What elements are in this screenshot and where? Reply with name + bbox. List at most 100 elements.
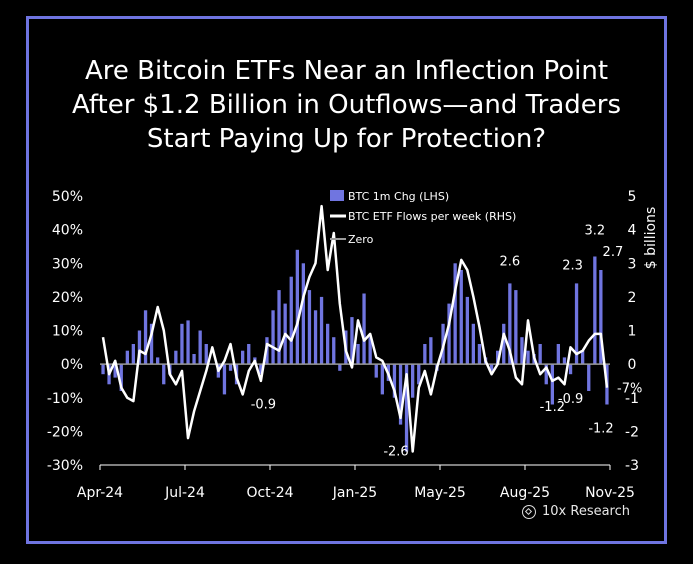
data-label: -0.9 [558,392,583,407]
bar [143,310,148,365]
bar [417,364,421,385]
bar [338,364,342,371]
brand-mark: 10x Research [522,504,630,519]
x-tick-label: May-25 [414,485,466,501]
bar [526,350,530,365]
right-tick-label: -2 [625,424,639,440]
bar [489,364,494,371]
bar [332,337,336,365]
bar [550,364,554,405]
bar [180,323,184,365]
bar [162,364,166,385]
bar [319,296,324,365]
left-tick-label: -30% [47,458,83,474]
data-label: 3.2 [584,224,605,239]
bar [471,323,475,365]
legend: BTC 1m Chg (LHS) BTC ETF Flows per week … [330,190,516,246]
right-tick-label: 0 [628,357,637,373]
data-label: -1.2 [588,421,613,436]
bar [307,290,312,365]
right-axis-label: $ billions [643,207,659,270]
data-label: -2.6 [383,445,408,460]
bar [137,330,142,365]
bar [599,270,603,365]
left-tick-label: 40% [52,223,83,239]
right-tick-label: -1 [625,391,639,407]
bar [326,323,330,365]
x-tick-label: Jan-25 [332,485,377,501]
bar [404,364,409,452]
bar [125,350,129,365]
bar [496,350,500,365]
bar [277,290,281,365]
bar [374,364,378,378]
bar [301,263,305,365]
legend-bar-label: BTC 1m Chg (LHS) [348,190,449,203]
data-label: 2.6 [499,254,520,269]
data-label: 2.3 [562,258,583,273]
bar [574,283,579,365]
bar [593,256,597,365]
right-tick-label: 3 [628,256,637,272]
bar [423,344,427,365]
bar [568,364,573,375]
bar [198,330,202,365]
right-tick-label: 5 [628,189,637,205]
bar [362,293,366,365]
bar [429,337,433,365]
bar [562,357,567,365]
bar [459,270,463,365]
left-tick-label: 0% [61,357,83,373]
bar [149,323,154,365]
title-line-3: Start Paying Up for Protection? [146,124,547,154]
x-tick-label: Aug-25 [500,485,550,501]
bar [313,310,318,365]
legend-bar-swatch [330,190,344,201]
10x-logo-icon [522,504,536,519]
bar [477,344,482,365]
bar [101,364,105,375]
left-tick-label: 50% [52,189,83,205]
bar [204,344,208,365]
data-label: -0.9 [251,397,276,412]
bar [508,283,512,365]
chart-title: Are Bitcoin ETFs Near an Inflection Poin… [26,54,667,156]
title-line-2: After $1.2 Billion in Outflows—and Trade… [71,90,622,120]
bar [368,337,372,365]
bar [271,310,275,365]
bar [520,337,524,365]
bar [119,364,123,391]
x-tick-label: Oct-24 [246,485,293,501]
x-tick-label: Nov-25 [585,485,635,501]
bar [295,249,299,365]
bar [192,354,196,365]
data-label: -1.2 [540,400,565,415]
bar [247,344,251,365]
legend-zero-label: Zero [348,233,374,246]
bar [156,357,160,365]
bar [241,350,245,365]
legend-line-label: BTC ETF Flows per week (RHS) [348,210,516,223]
bar [465,296,469,365]
brand-name: 10x Research [542,504,630,519]
right-tick-label: 4 [628,223,637,239]
bar [186,320,190,365]
chart-frame [26,16,667,544]
annotations: -0.9-2.62.6 2.33.22.7-1.2-0.9-1.2-7% [251,224,643,460]
x-axis: Apr-24 Jul-24 Oct-24 Jan-25 May-25 Aug-25 Nov-… [77,464,635,501]
right-tick-label: 2 [628,290,637,306]
right-tick-label: -3 [625,458,639,474]
bar [581,350,585,365]
bar [544,364,548,385]
left-tick-label: 10% [52,324,83,340]
title-line-1: Are Bitcoin ETFs Near an Inflection Poin… [84,56,609,86]
left-tick-label: 20% [52,290,83,306]
bar [556,344,560,365]
left-tick-label: -10% [47,391,83,407]
bar [447,303,451,365]
left-tick-label: 30% [52,256,83,272]
left-tick-label: -20% [47,424,83,440]
bar [289,276,293,365]
right-tick-label: 1 [628,324,637,340]
